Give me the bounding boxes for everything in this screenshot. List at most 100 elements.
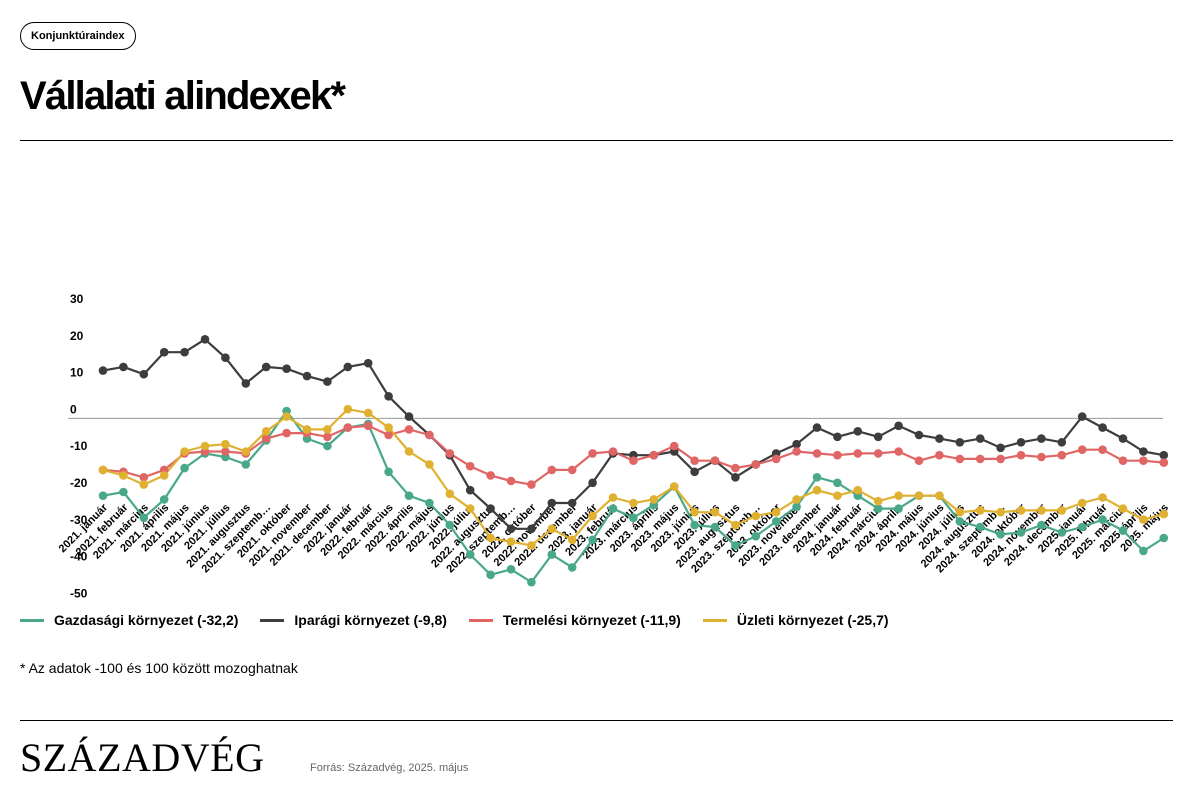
data-point (1159, 458, 1169, 467)
y-tick-label: -40 (70, 550, 88, 564)
y-tick-label: -30 (70, 513, 88, 527)
data-point (1016, 506, 1026, 515)
data-point (506, 524, 516, 534)
legend-label: Iparági környezet (-9,8) (294, 612, 447, 628)
data-point (221, 447, 230, 456)
data-point (567, 465, 577, 475)
legend-swatch (468, 618, 493, 622)
data-point (731, 473, 740, 482)
data-point (812, 423, 822, 432)
data-point (180, 463, 189, 473)
data-point (629, 513, 638, 523)
data-point (873, 496, 883, 506)
y-tick-label: -20 (70, 476, 88, 490)
data-point (771, 507, 781, 517)
data-point (527, 524, 536, 534)
data-point (731, 463, 740, 473)
data-point (812, 473, 822, 482)
series-group (98, 335, 1169, 587)
data-point (996, 443, 1005, 453)
data-point (1098, 445, 1107, 455)
data-point (731, 541, 740, 550)
data-point (343, 404, 353, 414)
data-point (792, 502, 801, 512)
data-point (486, 471, 495, 480)
data-point (404, 412, 414, 421)
data-point (955, 507, 965, 517)
data-point (486, 533, 495, 543)
data-point (527, 577, 536, 587)
legend-item: Üzleti környezet (-25,7) (702, 612, 889, 628)
data-point (955, 517, 965, 526)
data-point (1118, 434, 1128, 443)
data-point (608, 504, 618, 513)
data-point (323, 432, 332, 442)
data-point (1057, 506, 1067, 515)
data-point (221, 353, 230, 362)
data-point (180, 347, 189, 357)
data-point (139, 473, 149, 482)
data-point (751, 460, 761, 469)
data-point (1159, 509, 1169, 519)
data-point (1037, 520, 1046, 530)
y-tick-label: 30 (70, 292, 84, 306)
data-point (812, 449, 822, 458)
legend-swatch (260, 618, 285, 622)
data-point (506, 476, 516, 486)
data-point (119, 471, 128, 480)
data-point (323, 441, 332, 451)
data-point (1016, 528, 1026, 537)
data-point (200, 335, 210, 344)
data-point (873, 432, 883, 442)
data-point (445, 520, 455, 530)
data-point (323, 377, 332, 386)
data-point (1016, 438, 1026, 447)
data-point (567, 563, 577, 572)
data-point (690, 507, 699, 517)
data-point (567, 535, 577, 545)
data-point (261, 434, 271, 443)
data-point (975, 522, 985, 532)
data-point (98, 465, 108, 475)
data-point (119, 362, 128, 372)
data-point (710, 456, 720, 466)
data-point (241, 379, 251, 388)
data-point (1118, 526, 1128, 535)
data-point (221, 439, 230, 449)
data-point (343, 423, 353, 432)
data-point (384, 430, 393, 440)
data-point (792, 439, 801, 449)
data-point (1077, 522, 1087, 532)
data-point (833, 491, 842, 501)
data-point (527, 480, 536, 489)
data-point (1037, 452, 1046, 462)
category-tag: Konjunktúraindex (20, 22, 136, 50)
data-point (486, 570, 495, 580)
data-point (1118, 504, 1128, 513)
data-point (1057, 450, 1067, 460)
data-point (853, 449, 863, 458)
data-point (914, 491, 924, 501)
data-point (282, 412, 291, 421)
data-point (792, 447, 801, 456)
source-note: Forrás: Századvég, 2025. május (310, 762, 469, 774)
brand-logo: SZÁZADVÉG (20, 735, 265, 780)
data-point (914, 456, 924, 466)
data-point (506, 565, 516, 574)
data-point (690, 467, 699, 477)
data-point (833, 478, 842, 488)
data-point (894, 504, 903, 513)
data-point (894, 491, 903, 501)
data-point (996, 530, 1005, 539)
data-point (241, 447, 251, 456)
y-axis: 30 20 10 0 -10 -20 -30 -40 -50 (68, 292, 1163, 600)
data-point (833, 432, 842, 442)
legend-label: Gazdasági környezet (-32,2) (54, 612, 239, 628)
data-point (323, 425, 332, 434)
y-tick-label: 20 (70, 329, 84, 343)
data-point (649, 450, 659, 460)
data-point (1057, 528, 1067, 537)
data-point (669, 441, 679, 451)
data-point (282, 428, 291, 438)
